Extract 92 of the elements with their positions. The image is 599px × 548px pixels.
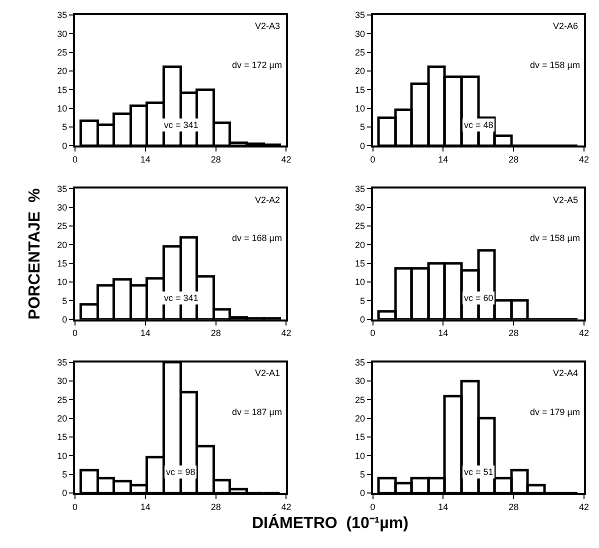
y-tick-label: 10 bbox=[354, 450, 365, 461]
y-tick-label: 20 bbox=[354, 66, 365, 76]
x-tick-label: 42 bbox=[281, 328, 292, 338]
annotation: dv = 172 µm bbox=[232, 60, 282, 70]
y-tick-label: 15 bbox=[354, 258, 365, 268]
y-tick-label: 35 bbox=[354, 10, 365, 20]
x-tick-label: 28 bbox=[210, 328, 221, 338]
y-tick-label: 5 bbox=[62, 296, 68, 306]
x-tick-label: 14 bbox=[140, 502, 150, 512]
y-tick-label: 0 bbox=[62, 488, 68, 498]
y-tick-label: 35 bbox=[57, 184, 68, 194]
annotation: dv = 158 µm bbox=[530, 233, 580, 243]
y-tick-label: 20 bbox=[354, 240, 365, 250]
annotation: dv = 158 µm bbox=[530, 60, 580, 70]
y-tick-label: 10 bbox=[57, 277, 68, 288]
x-tick-label: 42 bbox=[578, 502, 590, 512]
annotation: vc = 341 bbox=[164, 120, 198, 130]
y-tick-label: 10 bbox=[354, 277, 365, 288]
y-tick-label: 20 bbox=[57, 66, 68, 76]
annotation: V2-A4 bbox=[553, 368, 578, 378]
x-tick-label: 0 bbox=[370, 328, 376, 338]
annotation: vc = 51 bbox=[464, 467, 494, 477]
y-tick-label: 10 bbox=[57, 103, 68, 114]
x-tick-label: 0 bbox=[370, 154, 376, 164]
x-tick-label: 0 bbox=[72, 328, 78, 338]
x-tick-label: 42 bbox=[281, 502, 292, 512]
annotation: vc = 48 bbox=[464, 120, 494, 130]
y-tick-label: 10 bbox=[57, 450, 68, 461]
y-tick-label: 15 bbox=[57, 84, 68, 95]
annotation: V2-A5 bbox=[553, 195, 578, 205]
y-tick-label: 30 bbox=[354, 202, 365, 212]
y-tick-label: 0 bbox=[62, 314, 68, 324]
annotation: vc = 60 bbox=[464, 293, 494, 303]
y-tick-label: 25 bbox=[57, 47, 68, 58]
y-tick-label: 5 bbox=[62, 122, 68, 132]
annotation: dv = 168 µm bbox=[232, 233, 282, 243]
y-tick-label: 10 bbox=[354, 103, 365, 114]
y-tick-label: 35 bbox=[354, 184, 365, 194]
y-tick-label: 35 bbox=[57, 357, 68, 368]
x-tick-label: 14 bbox=[438, 154, 448, 164]
x-tick-label: 28 bbox=[210, 502, 221, 512]
x-tick-label: 42 bbox=[578, 328, 590, 338]
y-tick-label: 30 bbox=[354, 376, 365, 386]
annotation: V2-A3 bbox=[255, 21, 280, 31]
y-tick-label: 25 bbox=[354, 47, 365, 58]
x-tick-label: 28 bbox=[508, 154, 519, 164]
annotation: V2-A1 bbox=[255, 368, 280, 378]
y-tick-label: 20 bbox=[57, 413, 68, 424]
y-tick-label: 30 bbox=[57, 376, 68, 386]
y-tick-label: 0 bbox=[360, 314, 365, 324]
y-tick-label: 5 bbox=[360, 122, 365, 132]
y-tick-label: 25 bbox=[354, 394, 365, 405]
y-tick-label: 15 bbox=[354, 432, 365, 442]
y-axis-title: PORCENTAJE % bbox=[26, 188, 44, 320]
y-tick-label: 0 bbox=[360, 488, 365, 498]
y-tick-label: 35 bbox=[57, 10, 68, 20]
x-tick-label: 0 bbox=[72, 154, 78, 164]
x-tick-label: 42 bbox=[578, 154, 590, 164]
y-tick-label: 25 bbox=[354, 221, 365, 232]
y-tick-label: 5 bbox=[360, 469, 365, 480]
y-tick-label: 0 bbox=[360, 140, 365, 151]
y-tick-label: 15 bbox=[57, 258, 68, 268]
y-tick-label: 15 bbox=[57, 432, 68, 442]
y-tick-label: 20 bbox=[57, 240, 68, 250]
annotation: V2-A6 bbox=[553, 21, 578, 31]
x-tick-label: 28 bbox=[210, 154, 221, 164]
x-tick-label: 28 bbox=[508, 328, 519, 338]
annotation: dv = 187 µm bbox=[232, 407, 282, 417]
x-tick-label: 28 bbox=[508, 502, 519, 512]
y-tick-label: 30 bbox=[57, 202, 68, 212]
y-tick-label: 30 bbox=[354, 28, 365, 39]
x-tick-label: 0 bbox=[370, 502, 376, 512]
y-tick-label: 15 bbox=[354, 84, 365, 95]
y-tick-label: 5 bbox=[360, 296, 365, 306]
y-tick-label: 20 bbox=[354, 413, 365, 424]
y-tick-label: 25 bbox=[57, 221, 68, 232]
x-tick-label: 14 bbox=[140, 328, 150, 338]
x-tick-label: 0 bbox=[72, 502, 78, 512]
x-tick-label: 14 bbox=[438, 328, 448, 338]
y-tick-label: 35 bbox=[354, 357, 365, 368]
x-axis-title: DIÁMETRO (10⁻¹µm) bbox=[252, 513, 408, 532]
x-tick-label: 14 bbox=[438, 502, 448, 512]
y-tick-label: 25 bbox=[57, 394, 68, 405]
y-tick-label: 5 bbox=[62, 469, 68, 480]
annotation: V2-A2 bbox=[255, 195, 280, 205]
annotation: dv = 179 µm bbox=[530, 407, 580, 417]
x-tick-label: 14 bbox=[140, 154, 150, 164]
annotation: vc = 341 bbox=[164, 293, 198, 303]
y-tick-label: 0 bbox=[62, 140, 68, 151]
x-tick-label: 42 bbox=[281, 154, 292, 164]
y-tick-label: 30 bbox=[57, 28, 68, 39]
annotation: vc = 98 bbox=[166, 467, 196, 477]
